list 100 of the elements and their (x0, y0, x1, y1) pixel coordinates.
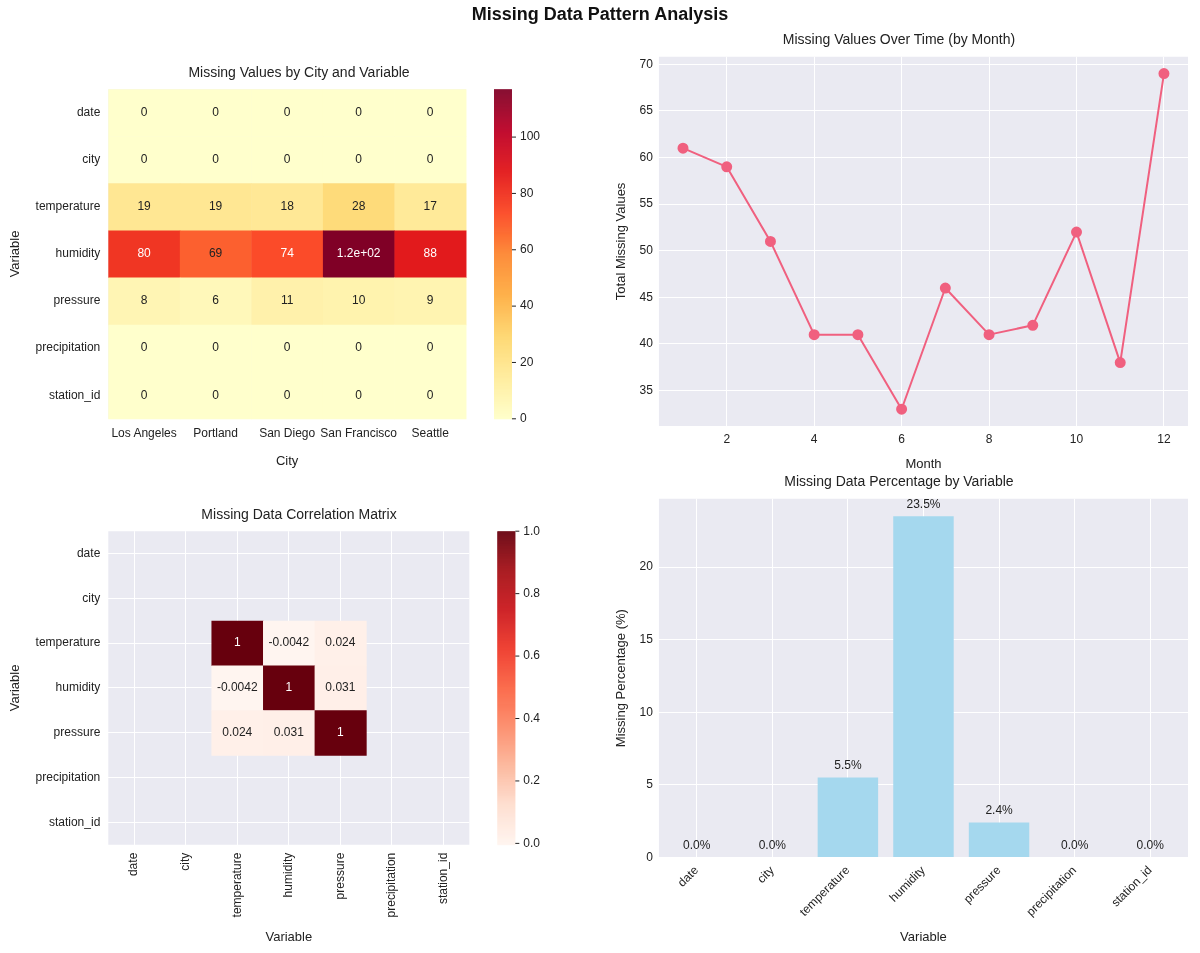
data-label: 0 (355, 152, 363, 167)
data-label: 1 (233, 635, 241, 650)
data-label: 11 (280, 293, 294, 308)
data-label: 0 (426, 340, 434, 355)
y-tick-label: 0 (646, 849, 654, 864)
y-tick-label: 15 (639, 631, 654, 646)
y-tick-label: 10 (639, 704, 654, 719)
y-tick-label: humidity (55, 680, 101, 695)
color-bar-label: 0 (519, 411, 527, 426)
chart-title: Missing Values by City and Variable (188, 63, 410, 80)
point (677, 142, 689, 154)
data-label: 0.0% (1060, 837, 1089, 852)
bar (817, 777, 879, 857)
bar (968, 822, 1030, 857)
point (1114, 357, 1126, 369)
data-label: 0 (140, 387, 148, 402)
point (1158, 68, 1170, 80)
data-label: 23.5% (906, 496, 941, 511)
y-tick-label: station_id (48, 387, 101, 402)
y-tick-label: date (76, 545, 101, 560)
y-axis-title: Missing Percentage (%) (613, 609, 629, 748)
color-bar-label: 0.4 (523, 710, 541, 725)
data-label: 0.031 (325, 680, 356, 695)
data-label: 74 (280, 246, 295, 261)
data-label: 0 (140, 105, 148, 120)
x-tick-label: Los Angeles (111, 426, 177, 441)
x-axis-title: City (275, 452, 299, 468)
y-tick-label: 50 (639, 243, 654, 258)
y-axis-title: Total Missing Values (613, 182, 629, 301)
color-bar-label: 40 (519, 298, 534, 313)
data-label: 18 (280, 199, 295, 214)
point (983, 329, 995, 341)
y-tick-label: date (76, 105, 101, 120)
x-tick-label: 10 (1069, 431, 1084, 446)
data-label: 1.2e+02 (336, 246, 381, 261)
bar (893, 516, 954, 857)
data-label: 0.0% (758, 837, 787, 852)
data-label: 0.0% (1136, 837, 1165, 852)
data-label: 1 (285, 680, 293, 695)
data-label: 0 (426, 105, 434, 120)
color-bar-label: 0.2 (523, 773, 541, 788)
color-bar-label: 1.0 (523, 523, 541, 538)
point (896, 403, 908, 415)
data-label: 28 (352, 199, 366, 214)
color-bar-label: 60 (519, 242, 534, 257)
data-label: 0 (283, 152, 291, 167)
y-tick-label: 60 (639, 149, 654, 164)
x-tick-label: 6 (898, 431, 906, 446)
point (764, 235, 776, 247)
y-tick-label: station_id (48, 814, 101, 829)
data-label: 0 (355, 105, 363, 120)
y-tick-label: humidity (55, 246, 101, 261)
y-tick-label: 40 (639, 336, 654, 351)
data-label: 80 (137, 246, 152, 261)
chart-title: Missing Data Correlation Matrix (201, 505, 397, 522)
data-label: 0 (283, 105, 291, 120)
color-bar-label: 0.0 (523, 835, 541, 850)
data-label: 19 (208, 199, 223, 214)
color-bar-label: 0.6 (523, 648, 541, 663)
data-label: 0.0% (683, 837, 711, 852)
y-tick-label: pressure (53, 725, 101, 740)
y-tick-label: 70 (639, 56, 654, 71)
data-label: 69 (208, 246, 223, 261)
x-tick-label: 8 (985, 431, 993, 446)
data-label: 2.4% (985, 802, 1014, 817)
y-tick-label: city (82, 152, 101, 167)
y-tick-label: precipitation (35, 340, 101, 355)
data-label: 0 (283, 340, 291, 355)
color-bar-label: 0.8 (523, 585, 541, 600)
data-label: 88 (423, 246, 438, 261)
point (939, 282, 951, 294)
x-tick-label: San Diego (259, 426, 316, 441)
x-tick-label: temperature (229, 852, 244, 918)
data-label: 0.031 (273, 725, 305, 740)
y-tick-label: 65 (639, 103, 654, 118)
color-bar-label: 20 (519, 354, 534, 369)
x-tick-label: pressure (332, 852, 347, 900)
text: Missing Data Pattern Analysis (470, 4, 730, 25)
y-axis-title: Variable (7, 230, 23, 278)
y-tick-label: city (82, 590, 101, 605)
color-bar-label: 100 (519, 129, 541, 144)
data-label: -0.0042 (268, 635, 310, 650)
x-tick-label: station_id (435, 852, 450, 905)
x-tick-label: Portland (193, 426, 238, 441)
x-tick-label: San Francisco (320, 426, 398, 441)
x-tick-label: city (177, 852, 192, 871)
y-tick-label: temperature (35, 635, 101, 650)
x-tick-label: 4 (810, 431, 818, 446)
point (1071, 226, 1083, 238)
x-tick-label: 2 (723, 431, 731, 446)
data-label: 0 (212, 105, 220, 120)
color-bar-label: 80 (519, 185, 534, 200)
data-label: 0 (283, 387, 291, 402)
y-tick-label: 55 (639, 196, 654, 211)
y-tick-label: temperature (35, 199, 101, 214)
x-tick-label: 12 (1157, 431, 1171, 446)
data-label: 10 (352, 293, 366, 308)
x-tick-label: city (754, 863, 777, 886)
y-tick-label: 45 (639, 289, 654, 304)
data-label: -0.0042 (216, 680, 258, 695)
